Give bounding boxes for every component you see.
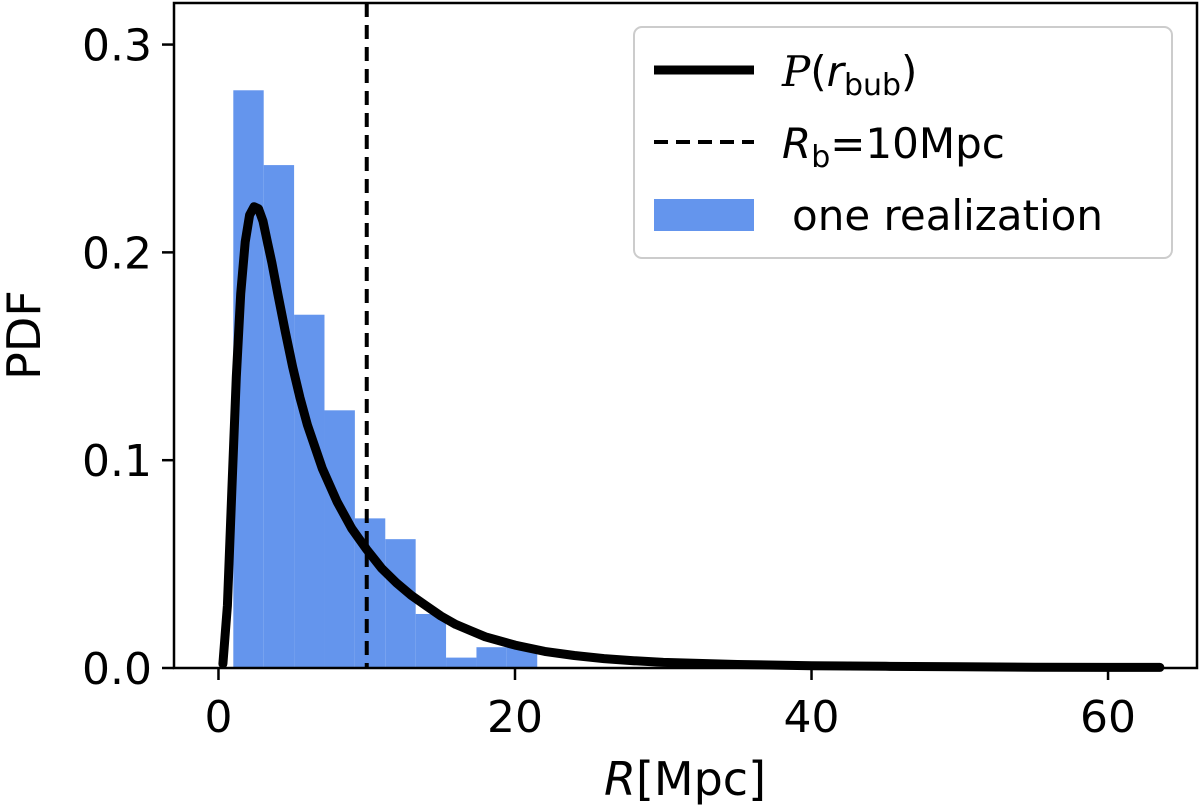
x-tick-label: 60 [1080, 692, 1136, 743]
y-tick-label: 0.0 [82, 644, 152, 695]
histogram-bar [446, 657, 477, 668]
legend-vline-label: Rb=10Mpc [782, 119, 1005, 175]
x-tick-label: 40 [784, 692, 840, 743]
histogram-bar [294, 314, 325, 668]
histogram-bar [415, 613, 447, 668]
y-tick-label: 0.1 [82, 436, 152, 487]
legend-curve-script: P [781, 47, 811, 96]
legend-curve-sub: bub [844, 68, 901, 103]
x-tick-label: 0 [204, 692, 232, 743]
x-axis-ticks: 0 20 40 60 [204, 668, 1136, 743]
legend-curve-var: r [827, 47, 847, 96]
plot-frame [172, 1, 1199, 670]
y-axis-label: PDF [0, 290, 51, 380]
histogram-bars [233, 90, 538, 668]
histogram-bar [385, 539, 416, 668]
legend-histogram-label: one realization [792, 191, 1103, 240]
legend-curve-paren-open: ( [810, 47, 826, 96]
legend-frame [633, 26, 1173, 259]
legend-histogram-swatch [654, 199, 754, 231]
legend-curve-paren-close: ) [901, 47, 917, 96]
histogram-bar [476, 647, 507, 668]
legend-vline-rest: =10Mpc [830, 119, 1005, 168]
legend-curve-label: P(rbub) [781, 47, 917, 103]
x-axis-label-rest: [Mpc] [636, 752, 766, 806]
x-axis-label: R[Mpc] [604, 752, 766, 806]
legend-vline-var: R [782, 119, 811, 168]
pdf-curve [218, 202, 1165, 672]
histogram-bar [324, 410, 355, 668]
x-tick-label: 20 [487, 692, 543, 743]
x-axis-label-italic: R [604, 752, 636, 806]
y-tick-label: 0.2 [82, 228, 152, 279]
legend-vline-sub: b [811, 140, 830, 175]
y-axis-ticks: 0.0 0.1 0.2 0.3 [82, 21, 174, 695]
legend: P(rbub) Rb=10Mpc one realization [633, 26, 1173, 259]
y-tick-label: 0.3 [82, 21, 152, 72]
